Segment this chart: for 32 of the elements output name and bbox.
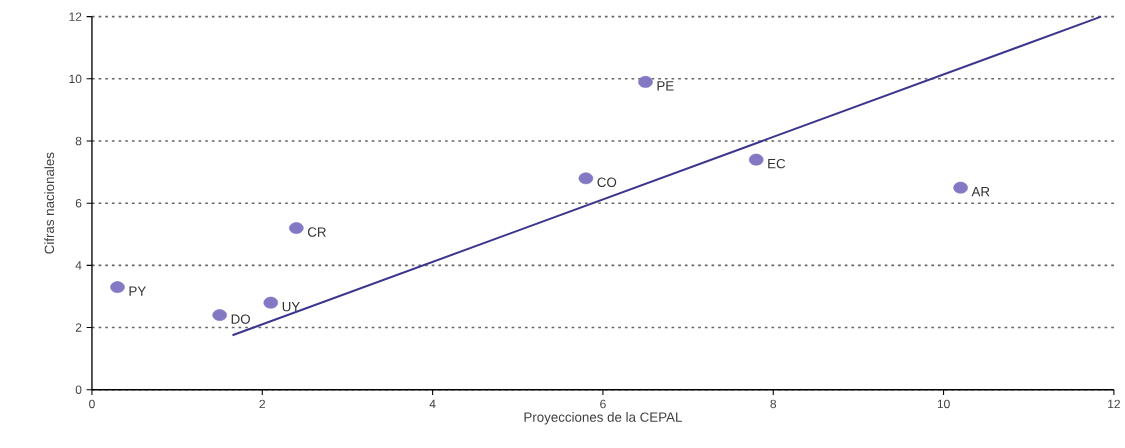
annotation: AR: [971, 187, 990, 197]
x-tick-label: 12: [1108, 399, 1120, 409]
y-tick-label: 4: [75, 261, 82, 270]
x-axis-title: Proyecciones de la CEPAL: [524, 412, 682, 425]
y-tick-label: 0: [75, 385, 82, 395]
y-tick-label: 2: [75, 323, 82, 332]
point: [263, 296, 279, 309]
annotation: DO: [231, 314, 250, 324]
annotation: PE: [657, 81, 674, 91]
annotation: CR: [307, 227, 326, 237]
x-tick-label: 0: [89, 399, 95, 409]
y-tick-label: 8: [75, 136, 82, 146]
annotation: CO: [597, 177, 617, 188]
x-tick-label: 6: [600, 399, 606, 409]
y-tick-label: 6: [75, 199, 82, 208]
point: [953, 181, 968, 194]
point: [289, 222, 304, 235]
point: [638, 76, 653, 88]
y-tick-label: 12: [69, 12, 82, 21]
x-tick-label: 10: [937, 399, 950, 409]
y-axis-title: Cifras nacionales: [44, 152, 55, 254]
point: [578, 172, 594, 185]
y-tick-label: 10: [69, 74, 82, 84]
annotation: PY: [129, 286, 146, 296]
x-tick-label: 4: [429, 399, 436, 409]
x-tick-label: 8: [770, 399, 777, 409]
point: [212, 309, 227, 322]
point: [748, 153, 764, 166]
point: [110, 281, 125, 294]
annotation: EC: [768, 159, 786, 169]
x-tick-label: 2: [259, 399, 265, 409]
annotation: UY: [282, 302, 300, 312]
